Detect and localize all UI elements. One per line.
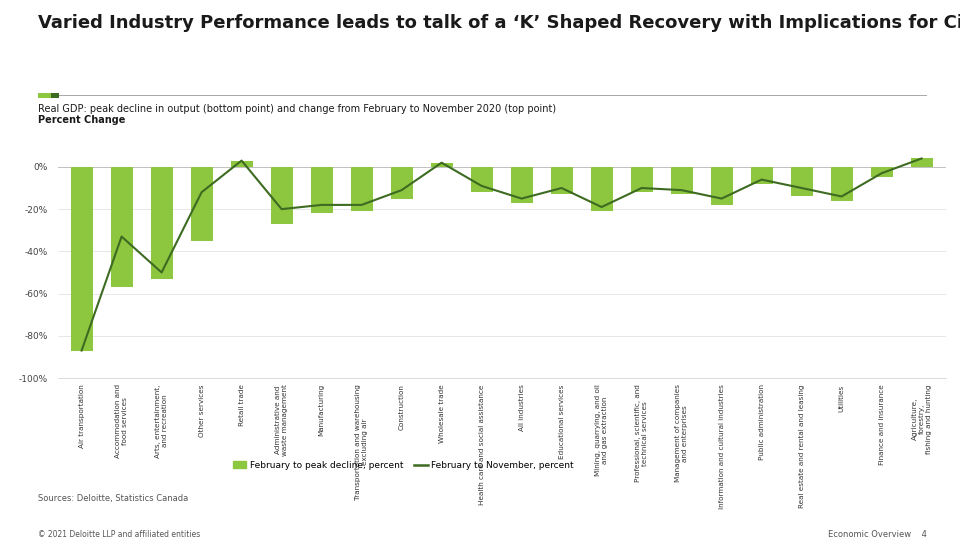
Bar [271,167,293,224]
Bar [631,167,653,192]
Bar [230,160,252,167]
Bar [350,167,372,211]
Bar [871,167,893,178]
Bar [71,167,92,350]
Bar [191,167,212,241]
Bar [151,167,173,279]
Text: Percent Change: Percent Change [38,115,126,125]
Bar [671,167,692,194]
Text: Varied Industry Performance leads to talk of a ‘K’ Shaped Recovery with Implicat: Varied Industry Performance leads to tal… [38,14,960,31]
Text: © 2021 Deloitte LLP and affiliated entities: © 2021 Deloitte LLP and affiliated entit… [38,530,201,539]
Bar [590,167,612,211]
Bar [431,163,452,167]
Bar [110,167,132,287]
Bar [710,167,732,205]
Text: Economic Overview    4: Economic Overview 4 [828,530,926,539]
Bar [791,167,812,197]
Legend: February to peak decline, percent, February to November, percent: February to peak decline, percent, Febru… [228,457,578,474]
Bar [311,167,332,213]
Bar [511,167,533,203]
Bar [911,158,932,167]
Text: Real GDP: peak decline in output (bottom point) and change from February to Nove: Real GDP: peak decline in output (bottom… [38,104,557,114]
Bar [751,167,773,184]
Bar [551,167,572,194]
Bar [391,167,413,199]
Bar [830,167,852,201]
Bar [470,167,492,192]
Text: Sources: Deloitte, Statistics Canada: Sources: Deloitte, Statistics Canada [38,494,189,503]
